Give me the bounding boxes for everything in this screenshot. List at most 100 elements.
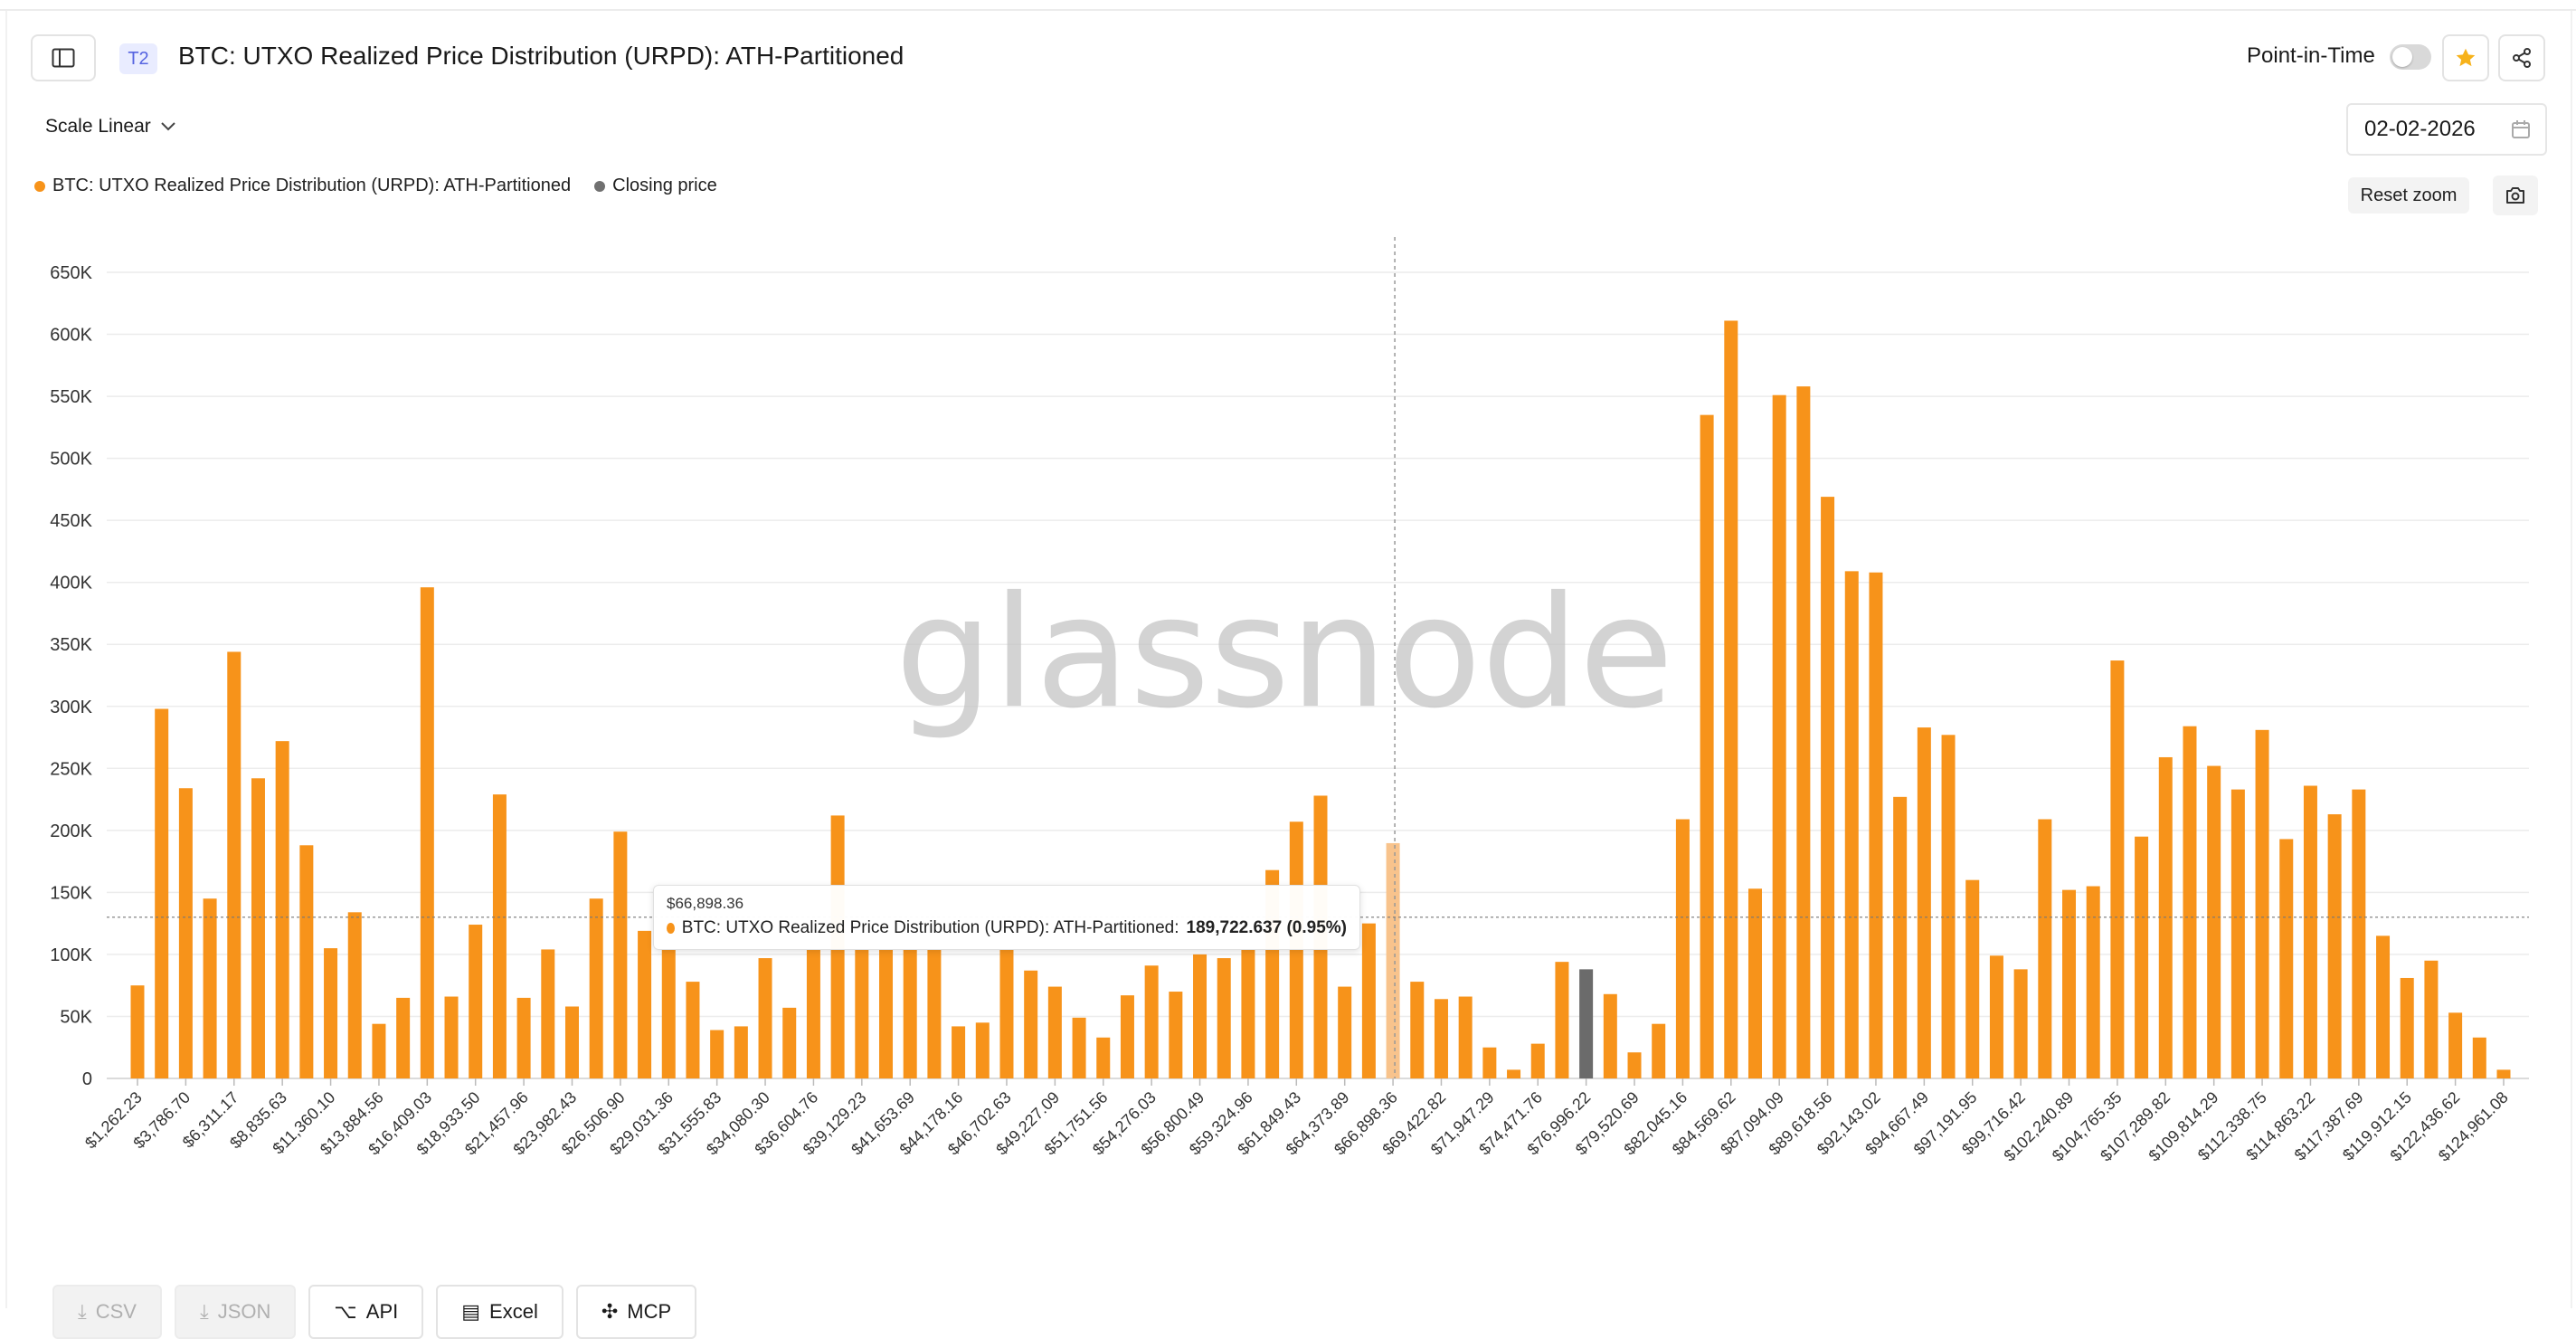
bar — [2376, 935, 2391, 1078]
bar — [2327, 814, 2342, 1078]
bar — [2255, 729, 2269, 1078]
bar — [661, 949, 676, 1078]
legend-label-closing-price: Closing price — [612, 176, 717, 195]
page-title: BTC: UTXO Realized Price Distribution (U… — [178, 42, 904, 70]
export-json-button[interactable]: ⤓ JSON — [174, 1285, 297, 1339]
bar — [1217, 958, 1231, 1078]
point-in-time-toggle[interactable] — [2390, 44, 2431, 70]
bar — [2230, 789, 2245, 1078]
export-api-button[interactable]: ⌥ API — [308, 1285, 424, 1339]
bar — [2086, 886, 2100, 1078]
y-tick-label: 350K — [50, 635, 92, 655]
date-input[interactable]: 02-02-2026 — [2346, 103, 2547, 156]
chart-bars — [130, 320, 2511, 1079]
bar — [1507, 1069, 1521, 1078]
chart-tooltip: $66,898.36 BTC: UTXO Realized Price Dist… — [653, 885, 1360, 950]
tooltip-dot — [667, 923, 675, 934]
bar — [275, 741, 289, 1078]
x-axis-ticks: $1,262.23$3,786.70$6,311.17$8,835.63$11,… — [81, 1078, 2512, 1165]
favorite-button[interactable] — [2442, 34, 2489, 81]
tooltip-value: 189,722.637 (0.95%) — [1186, 918, 1347, 937]
mcp-icon: ✣ — [601, 1300, 619, 1323]
download-icon: ⤓ — [199, 1300, 209, 1323]
legend-item-closing-price[interactable]: Closing price — [594, 176, 717, 196]
legend-item-urpd[interactable]: BTC: UTXO Realized Price Distribution (U… — [34, 176, 571, 196]
export-csv-button[interactable]: ⤓ CSV — [52, 1285, 162, 1339]
bar — [1917, 727, 1931, 1078]
export-mcp-button[interactable]: ✣ MCP — [575, 1285, 697, 1339]
tooltip-series: BTC: UTXO Realized Price Distribution (U… — [681, 918, 1179, 937]
bar — [1747, 888, 1762, 1078]
y-tick-label: 400K — [50, 574, 92, 594]
api-icon: ⌥ — [334, 1300, 357, 1323]
bar — [1386, 842, 1400, 1078]
point-in-time-label: Point-in-Time — [2247, 43, 2375, 68]
bar — [1796, 386, 1811, 1078]
bar — [2303, 785, 2317, 1078]
bar — [782, 1007, 797, 1078]
bar — [1844, 571, 1859, 1078]
tooltip-date: $66,898.36 — [667, 895, 744, 912]
sidebar-panel-icon — [52, 48, 75, 68]
scale-select[interactable]: Scale Linear — [45, 116, 176, 138]
bar — [1096, 1037, 1111, 1078]
screenshot-button[interactable] — [2493, 176, 2538, 215]
bar — [806, 949, 820, 1078]
bar — [855, 949, 869, 1078]
bar — [1652, 1023, 1666, 1078]
bar — [2424, 960, 2439, 1078]
bar — [2448, 1012, 2463, 1078]
bar — [1772, 394, 1786, 1078]
right-border — [2571, 11, 2572, 1308]
y-tick-label: 500K — [50, 450, 92, 470]
y-tick-label: 450K — [50, 511, 92, 531]
share-button[interactable] — [2498, 34, 2545, 81]
bar — [1193, 954, 1208, 1078]
sidebar-toggle-button[interactable] — [31, 34, 96, 81]
export-excel-button[interactable]: ▤ Excel — [436, 1285, 564, 1339]
y-tick-label: 50K — [60, 1007, 92, 1027]
bar — [1555, 962, 1569, 1078]
urpd-bar-chart[interactable]: 0 50K 100K 150K 200K 250K 300K 350K 400K 450K 500K… — [0, 226, 2576, 1203]
bar — [1072, 1017, 1086, 1078]
export-csv-label: CSV — [95, 1300, 137, 1323]
bar — [903, 949, 917, 1078]
bar — [299, 845, 314, 1078]
camera-icon — [2506, 187, 2524, 204]
export-mcp-label: MCP — [627, 1300, 672, 1323]
legend-dot-closing-price — [594, 180, 606, 192]
y-tick-label: 300K — [50, 698, 92, 717]
calendar-icon — [2512, 120, 2530, 138]
bar — [1627, 1052, 1642, 1078]
chevron-down-icon — [161, 122, 175, 131]
reset-zoom-button[interactable]: Reset zoom — [2348, 177, 2469, 214]
bar — [420, 587, 434, 1078]
bar — [710, 1030, 724, 1078]
bar — [1338, 986, 1352, 1078]
y-tick-label: 200K — [50, 821, 92, 841]
bar — [2013, 969, 2028, 1078]
bar — [1965, 879, 1980, 1078]
bar — [1700, 414, 1714, 1079]
y-tick-label: 150K — [50, 883, 92, 903]
bar — [999, 949, 1014, 1078]
bar — [1434, 999, 1448, 1078]
bar — [2207, 765, 2221, 1078]
y-tick-label: 0 — [82, 1069, 92, 1089]
bar — [227, 651, 242, 1078]
bar — [2038, 819, 2052, 1078]
bar — [178, 788, 193, 1078]
bar — [444, 996, 459, 1078]
chart-legend: BTC: UTXO Realized Price Distribution (U… — [34, 176, 717, 196]
date-value: 02-02-2026 — [2364, 117, 2476, 141]
y-tick-label: 600K — [50, 326, 92, 346]
legend-label-urpd: BTC: UTXO Realized Price Distribution (U… — [52, 176, 572, 195]
bar — [1169, 992, 1183, 1078]
top-border — [0, 9, 2576, 11]
bar — [1530, 1043, 1545, 1078]
bar — [469, 925, 483, 1078]
bar — [1024, 970, 1038, 1078]
bar — [1603, 993, 1617, 1078]
bar — [613, 831, 628, 1078]
bar — [2472, 1037, 2486, 1078]
